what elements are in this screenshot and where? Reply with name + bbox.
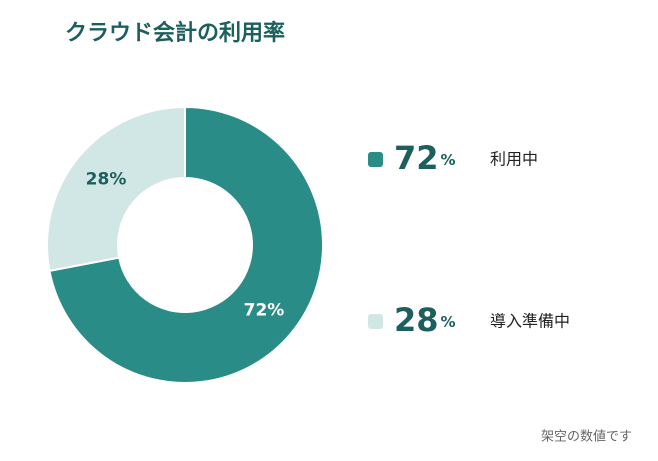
- legend-number: 72: [394, 139, 439, 177]
- legend-label: 利用中: [490, 150, 538, 169]
- data-label: 72%: [244, 300, 285, 320]
- note: 架空の数値です: [541, 429, 632, 445]
- data-label: 28%: [86, 170, 127, 190]
- donut-segment: [46, 105, 186, 273]
- legend-value: 72%: [394, 139, 456, 177]
- legend-unit: %: [441, 313, 456, 331]
- legend-value: 28%: [394, 301, 456, 339]
- legend-unit: %: [441, 151, 456, 169]
- donut-segment: [48, 105, 324, 384]
- legend-number: 28: [394, 301, 439, 339]
- legend-swatch: [368, 314, 383, 329]
- chart-title: クラウド会計の利用率: [65, 20, 285, 46]
- legend-swatch: [368, 152, 383, 167]
- legend-label: 導入準備中: [490, 312, 570, 331]
